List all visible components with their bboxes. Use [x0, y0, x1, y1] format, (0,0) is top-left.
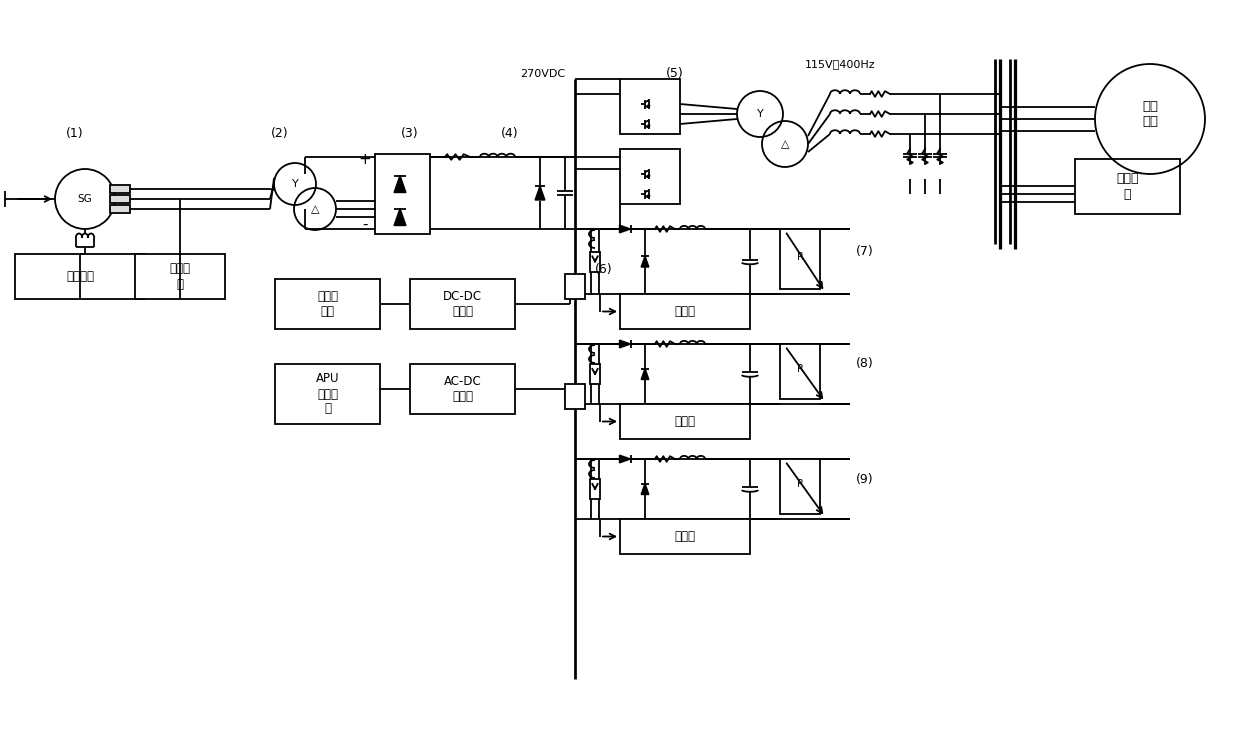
- Bar: [620, 519, 750, 554]
- Text: R: R: [796, 252, 804, 262]
- Bar: [590, 479, 600, 499]
- Text: Y: Y: [291, 179, 299, 189]
- Text: 阻感负
载: 阻感负 载: [1116, 173, 1138, 200]
- Text: △: △: [781, 139, 789, 149]
- Bar: [110, 195, 130, 203]
- Bar: [620, 79, 680, 134]
- Bar: [275, 279, 379, 329]
- Text: 波: 波: [176, 278, 184, 290]
- Polygon shape: [641, 483, 649, 494]
- Bar: [275, 364, 379, 424]
- Text: 115V，400Hz: 115V，400Hz: [805, 59, 875, 69]
- Text: AC-DC
变换器: AC-DC 变换器: [444, 375, 481, 403]
- Polygon shape: [394, 176, 405, 192]
- Polygon shape: [620, 225, 630, 233]
- Text: 励磁控制: 励磁控制: [66, 270, 94, 283]
- Polygon shape: [394, 208, 405, 225]
- Bar: [565, 274, 585, 299]
- Text: Y: Y: [756, 109, 764, 119]
- Bar: [135, 254, 224, 299]
- Text: (7): (7): [856, 245, 874, 258]
- Text: (8): (8): [856, 357, 874, 370]
- Polygon shape: [536, 186, 544, 200]
- Text: 感应
电机: 感应 电机: [1142, 100, 1158, 128]
- Text: APU
发电机
组: APU 发电机 组: [316, 373, 340, 416]
- Bar: [620, 149, 680, 204]
- Bar: [590, 364, 600, 384]
- Text: R: R: [796, 364, 804, 374]
- Bar: [780, 459, 820, 514]
- Text: DC-DC
变换器: DC-DC 变换器: [443, 290, 482, 318]
- Text: 备用电
池组: 备用电 池组: [317, 290, 339, 318]
- Text: SG: SG: [78, 194, 92, 204]
- Text: (1): (1): [66, 128, 84, 141]
- Text: R: R: [796, 479, 804, 489]
- Polygon shape: [647, 106, 650, 108]
- Polygon shape: [641, 256, 649, 267]
- Bar: [620, 404, 750, 439]
- Text: (2): (2): [272, 128, 289, 141]
- Text: 270VDC: 270VDC: [520, 69, 565, 79]
- Text: 控制器: 控制器: [675, 305, 696, 318]
- Bar: [410, 364, 515, 414]
- Bar: [374, 154, 430, 234]
- Bar: [110, 185, 130, 192]
- Text: (5): (5): [666, 68, 684, 80]
- Bar: [15, 254, 145, 299]
- Bar: [590, 252, 600, 271]
- Bar: [780, 344, 820, 399]
- Text: (6): (6): [595, 262, 613, 276]
- Bar: [565, 384, 585, 409]
- Text: -: -: [362, 217, 368, 232]
- Bar: [780, 229, 820, 289]
- Text: (9): (9): [856, 472, 874, 486]
- Bar: [620, 294, 750, 329]
- Text: 控制器: 控制器: [675, 530, 696, 543]
- Polygon shape: [641, 368, 649, 380]
- Polygon shape: [647, 176, 650, 178]
- Bar: [410, 279, 515, 329]
- Polygon shape: [620, 455, 630, 463]
- Polygon shape: [647, 195, 650, 198]
- Text: +: +: [358, 152, 371, 166]
- Bar: [1075, 159, 1180, 214]
- Text: (3): (3): [402, 128, 419, 141]
- Polygon shape: [647, 125, 650, 128]
- Text: 无源滤: 无源滤: [170, 262, 191, 276]
- Text: 控制器: 控制器: [675, 415, 696, 428]
- Polygon shape: [620, 340, 630, 348]
- Text: (4): (4): [501, 128, 518, 141]
- Bar: [110, 206, 130, 212]
- Text: △: △: [311, 204, 319, 214]
